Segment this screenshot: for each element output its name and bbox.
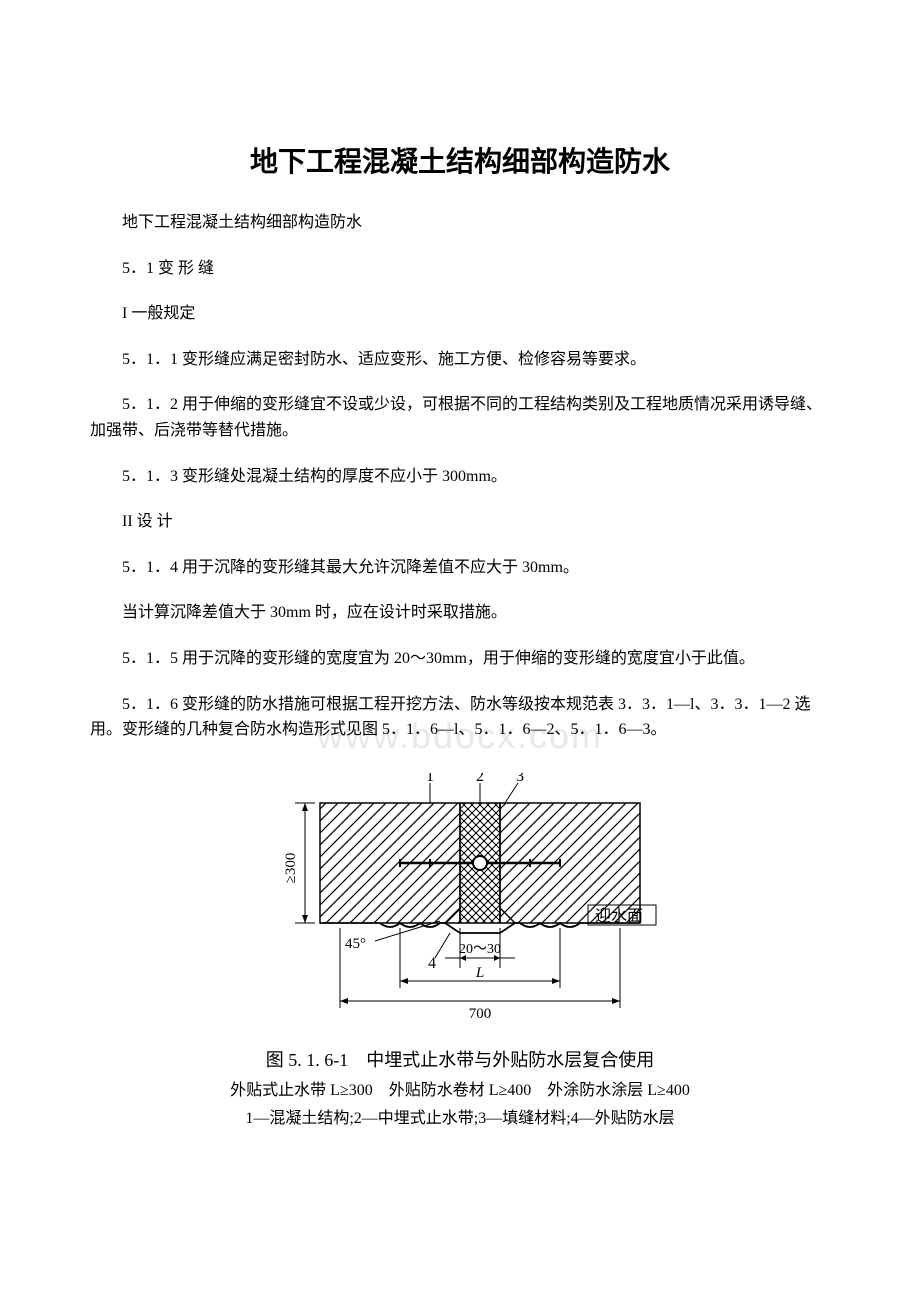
- figure-subcaption-2: 1—混凝土结构;2—中埋式止水带;3—填缝材料;4—外贴防水层: [90, 1104, 830, 1128]
- document-content: 地下工程混凝土结构细部构造防水 地下工程混凝土结构细部构造防水 5．1 变 形 …: [90, 140, 830, 1128]
- figure-dim-700: 700: [469, 1006, 492, 1022]
- paragraph-intro: 地下工程混凝土结构细部构造防水: [90, 210, 830, 236]
- figure-diagram-svg: 1 2 3 ≥300 45° 迎水面 4: [200, 773, 720, 1033]
- paragraph-section-5-1: 5．1 变 形 缝: [90, 256, 830, 282]
- figure-5-1-6-1: 1 2 3 ≥300 45° 迎水面 4: [90, 773, 830, 1128]
- paragraph-5-1-3: 5．1．3 变形缝处混凝土结构的厚度不应小于 300mm。: [90, 464, 830, 490]
- figure-subcaption-1: 外贴式止水带 L≥300 外贴防水卷材 L≥400 外涂防水涂层 L≥400: [90, 1076, 830, 1100]
- paragraph-5-1-6: 5．1．6 变形缝的防水措施可根据工程开挖方法、防水等级按本规范表 3．3．1—…: [90, 692, 830, 743]
- document-title: 地下工程混凝土结构细部构造防水: [90, 140, 830, 180]
- figure-label-3: 3: [516, 773, 524, 785]
- paragraph-5-1-4-note: 当计算沉降差值大于 30mm 时，应在设计时采取措施。: [90, 600, 830, 626]
- figure-caption: 图 5. 1. 6-1 中埋式止水带与外贴防水层复合使用: [90, 1046, 830, 1072]
- paragraph-5-1-4: 5．1．4 用于沉降的变形缝其最大允许沉降差值不应大于 30mm。: [90, 555, 830, 581]
- figure-label-1: 1: [426, 773, 434, 785]
- figure-angle-45: 45°: [345, 936, 366, 952]
- paragraph-design-heading: II 设 计: [90, 509, 830, 535]
- paragraph-5-1-1: 5．1．1 变形缝应满足密封防水、适应变形、施工方便、检修容易等要求。: [90, 347, 830, 373]
- paragraph-5-1-5: 5．1．5 用于沉降的变形缝的宽度宜为 20～30mm，用于伸缩的变形缝的宽度宜…: [90, 646, 830, 672]
- figure-dim-300: ≥300: [283, 852, 299, 883]
- paragraph-5-1-2: 5．1．2 用于伸缩的变形缝宜不设或少设，可根据不同的工程结构类别及工程地质情况…: [90, 392, 830, 443]
- figure-label-4: 4: [428, 955, 436, 972]
- figure-waterface-label: 迎水面: [595, 907, 643, 925]
- figure-label-2: 2: [476, 773, 484, 785]
- paragraph-general-heading: I 一般规定: [90, 301, 830, 327]
- figure-dim-L: L: [475, 965, 484, 981]
- figure-dim-2030: 20～30: [459, 942, 501, 957]
